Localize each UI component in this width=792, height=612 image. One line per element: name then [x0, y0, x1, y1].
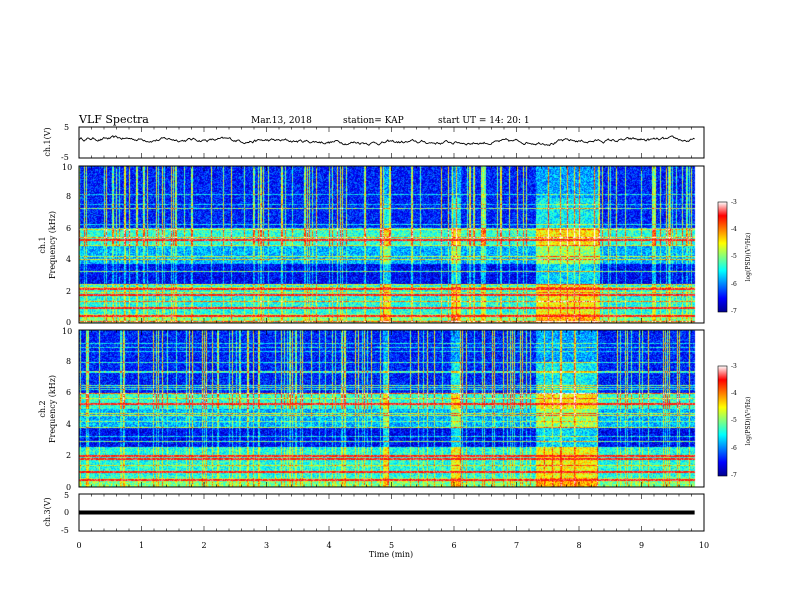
- ch1-ytick-top: 5: [64, 123, 69, 132]
- x-tick-label-8: 8: [576, 541, 581, 550]
- ch1-colorbar-gradient: [717, 201, 728, 313]
- x-tick-label-6: 6: [451, 541, 456, 550]
- ch1-waveform-panel: 5 -5 ch.1(V): [43, 123, 705, 162]
- ch2-ytick-2: 2: [66, 451, 71, 460]
- ch3-ytick-mid: 0: [64, 508, 69, 517]
- ch1-waveform-frame: [78, 126, 705, 159]
- ch1-ytick-8: 8: [66, 192, 71, 201]
- ch1-cb-tick-m5: -5: [731, 253, 737, 260]
- ch1-waveform-line: [78, 135, 695, 147]
- ch3-waveform-panel: 5 0 -5 ch.3(V): [43, 491, 705, 535]
- ch1-ytick-0: 0: [66, 318, 71, 327]
- ch2-colorbar: -3 -4 -5 -6 -7 log(PSD)(V²/Hz): [717, 363, 752, 479]
- x-tick-label-9: 9: [639, 541, 644, 550]
- station-label: station= KAP: [343, 116, 404, 126]
- ch2-spectrogram-panel: 0 2 4 6 8 10 ch.2 Frequency (kHz): [38, 327, 705, 492]
- start-ut-label: start UT = 14: 20: 1: [438, 116, 530, 126]
- ch2-ytick-0: 0: [66, 483, 71, 492]
- ch2-cb-tick-m4: -4: [731, 390, 737, 397]
- ch1-ytick-6: 6: [66, 224, 71, 233]
- ch2-colorbar-label: log(PSD)(V²/Hz): [745, 397, 752, 446]
- ch2-ytick-10: 10: [62, 327, 72, 336]
- ch2-spectrogram-label: ch.2: [38, 400, 47, 417]
- x-tick-label-10: 10: [699, 541, 709, 550]
- ch1-ytick-bottom: -5: [61, 153, 69, 162]
- ch2-ytick-4: 4: [66, 420, 71, 429]
- ch1-cb-tick-m6: -6: [731, 281, 737, 288]
- figure-title: VLF Spectra: [78, 113, 149, 126]
- x-tick-label-7: 7: [514, 541, 519, 550]
- x-tick-label-2: 2: [201, 541, 206, 550]
- ch2-ytick-6: 6: [66, 388, 71, 397]
- ch2-colorbar-gradient: [717, 365, 728, 477]
- x-tick-label-0: 0: [76, 541, 81, 550]
- ch1-cb-tick-m7: -7: [731, 308, 737, 315]
- ch1-frequency-ylabel: Frequency (kHz): [48, 211, 57, 279]
- ch2-frequency-ylabel: Frequency (kHz): [48, 375, 57, 443]
- ch1-waveform-ylabel: ch.1(V): [43, 127, 52, 156]
- ch1-ytick-4: 4: [66, 255, 71, 264]
- ch2-cb-tick-m7: -7: [731, 472, 737, 479]
- x-tick-label-4: 4: [326, 541, 331, 550]
- ch2-cb-tick-m5: -5: [731, 417, 737, 424]
- ch2-cb-tick-m3: -3: [731, 363, 737, 370]
- ch1-ytick-10: 10: [62, 163, 72, 172]
- ch1-spectrogram-label: ch.1: [38, 236, 47, 253]
- x-tick-label-5: 5: [389, 541, 394, 550]
- ch3-ytick-bottom: -5: [61, 526, 69, 535]
- x-tick-label-3: 3: [264, 541, 269, 550]
- ch2-spectrogram-image: [79, 330, 704, 487]
- ch1-cb-tick-m4: -4: [731, 226, 737, 233]
- ch1-colorbar: -3 -4 -5 -6 -7 log(PSD)(V²/Hz): [717, 199, 752, 315]
- ch1-spectrogram-image: [79, 166, 704, 323]
- ch1-cb-tick-m3: -3: [731, 199, 737, 206]
- ch1-colorbar-label: log(PSD)(V²/Hz): [745, 233, 752, 282]
- x-tick-label-1: 1: [139, 541, 144, 550]
- x-axis-label: Time (min): [369, 550, 413, 559]
- date-label: Mar.13, 2018: [251, 116, 312, 126]
- x-axis-tick-labels: 0 1 2 3 4 5 6 7 8 9 10: [76, 541, 709, 550]
- ch2-cb-tick-m6: -6: [731, 445, 737, 452]
- ch3-ytick-top: 5: [64, 491, 69, 500]
- ch2-ytick-8: 8: [66, 357, 71, 366]
- ch1-ytick-2: 2: [66, 287, 71, 296]
- ch3-waveform-ylabel: ch.3(V): [43, 497, 52, 526]
- ch1-spectrogram-panel: 0 2 4 6 8 10 ch.1 Frequency (kHz): [38, 163, 705, 327]
